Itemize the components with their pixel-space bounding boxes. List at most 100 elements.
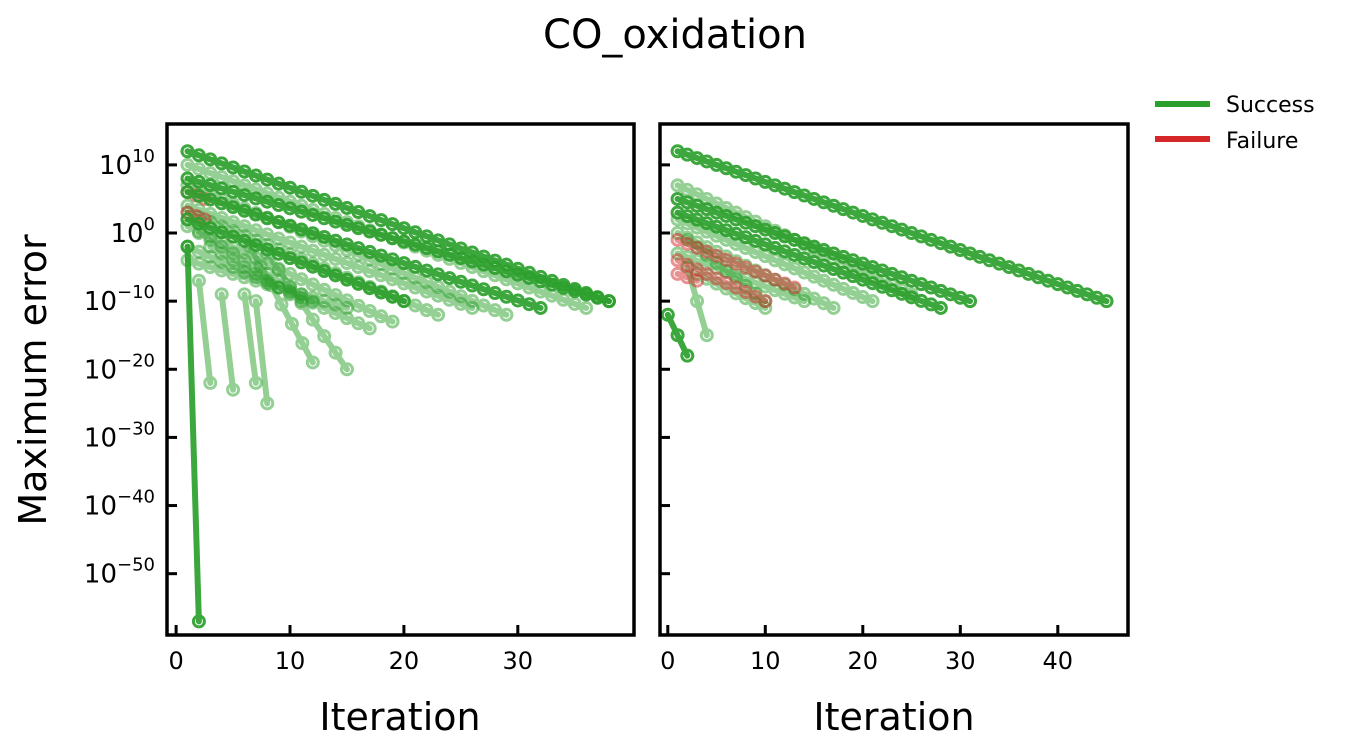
data-point: [488, 303, 503, 318]
data-point: [180, 239, 195, 254]
series-success-19: [180, 239, 206, 629]
data-point: [699, 328, 714, 343]
series-line: [674, 216, 876, 305]
data-point: [601, 294, 616, 309]
series-success-15: [237, 287, 263, 390]
data-point: [253, 258, 268, 273]
data-point: [305, 243, 320, 258]
data-point: [328, 268, 343, 283]
data-point: [339, 272, 354, 287]
data-point: [271, 246, 286, 261]
data-point: [328, 251, 343, 266]
data-point: [203, 152, 218, 167]
data-point: [226, 253, 241, 268]
data-point: [294, 184, 309, 199]
data-point: [237, 164, 252, 179]
axes-frame: [165, 122, 636, 637]
data-point: [351, 260, 366, 275]
data-point: [351, 276, 366, 291]
data-point: [214, 225, 229, 240]
data-point: [933, 300, 948, 315]
data-point: [264, 278, 279, 293]
figure-title: CO_oxidation: [543, 12, 807, 58]
series-line: [241, 291, 259, 386]
series-success-17: [214, 287, 241, 397]
y-tick-label: 10−40: [84, 487, 155, 522]
series-success-3: [180, 212, 411, 309]
data-point: [191, 226, 206, 241]
data-point: [214, 287, 229, 302]
legend-label-success: Success: [1226, 93, 1315, 118]
data-point: [260, 242, 275, 257]
series-failure-12: [670, 253, 773, 309]
data-point: [226, 229, 241, 244]
series-line: [184, 243, 202, 625]
data-point: [180, 157, 195, 172]
data-point: [317, 329, 332, 344]
series-line: [252, 298, 271, 407]
data-point: [203, 375, 218, 390]
data-point: [271, 263, 286, 277]
data-point: [248, 238, 263, 253]
data-point: [214, 246, 229, 261]
data-point: [226, 382, 241, 397]
data-point: [567, 296, 582, 311]
data-point: [419, 303, 434, 318]
data-point: [362, 303, 377, 318]
data-point: [203, 239, 218, 254]
data-point: [660, 307, 675, 322]
series-success-4: [670, 212, 880, 309]
data-point: [191, 148, 206, 163]
y-tick-label: 10−10: [84, 282, 155, 317]
data-point: [283, 279, 298, 294]
data-point: [419, 284, 434, 299]
data-point: [226, 215, 241, 230]
data-point: [374, 268, 389, 283]
data-point: [248, 294, 263, 309]
data-point: [260, 396, 275, 411]
x-tick-label: 30: [945, 647, 976, 675]
y-tick-label: 10−30: [84, 418, 155, 453]
series-success-2: [670, 205, 948, 315]
data-point: [328, 196, 343, 211]
data-point: [690, 273, 705, 288]
x-tick-label: 20: [848, 647, 879, 675]
series-success-16: [248, 294, 275, 411]
data-point: [294, 272, 309, 287]
data-point: [339, 300, 354, 315]
series-line: [674, 195, 974, 305]
series-success-1: [670, 191, 978, 309]
data-point: [248, 182, 263, 197]
data-point: [339, 362, 354, 377]
data-point: [362, 264, 377, 279]
data-point: [191, 216, 206, 231]
y-tick-label: 1010: [99, 146, 155, 181]
data-point: [237, 287, 252, 302]
data-point: [865, 294, 880, 309]
data-point: [283, 251, 298, 266]
x-tick-label: 10: [750, 647, 781, 675]
data-point: [305, 277, 320, 292]
data-point: [385, 217, 400, 232]
series-line: [264, 250, 350, 373]
data-point: [260, 172, 275, 187]
data-point: [396, 276, 411, 291]
data-point: [579, 300, 594, 315]
plot-area: [180, 144, 616, 629]
series-success-2: [180, 185, 548, 315]
data-point: [690, 294, 705, 309]
data-point: [670, 328, 685, 343]
x-axis-label-right: Iteration: [813, 695, 974, 739]
data-point: [510, 276, 525, 291]
data-point: [408, 298, 423, 313]
series-line: [195, 277, 214, 386]
series-line: [664, 311, 691, 359]
x-tick-label: 30: [503, 647, 534, 675]
data-point: [408, 280, 423, 295]
data-point: [374, 285, 389, 300]
data-point: [396, 294, 411, 309]
data-point: [274, 297, 289, 312]
data-point: [237, 233, 252, 248]
data-point: [317, 264, 332, 279]
